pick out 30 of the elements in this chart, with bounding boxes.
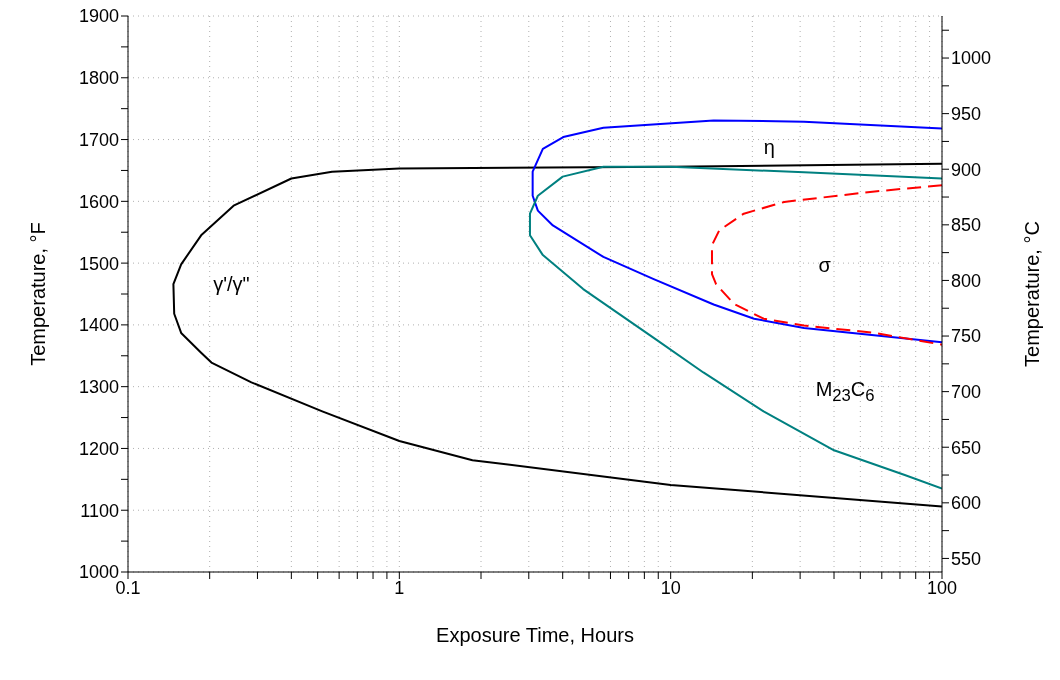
y-tick-label: 1800 bbox=[78, 68, 119, 89]
x-tick-label: 100 bbox=[926, 577, 958, 598]
y-tick-label: 1100 bbox=[80, 500, 119, 521]
y2-tick-label: 650 bbox=[951, 437, 982, 458]
y2-tick-label: 950 bbox=[951, 104, 982, 125]
y2-tick-label: 900 bbox=[951, 159, 982, 180]
y2-tick-label: 800 bbox=[951, 270, 982, 291]
annotation: γ'/γ" bbox=[213, 272, 250, 295]
annotation: η bbox=[763, 136, 775, 159]
y2-tick-label: 700 bbox=[951, 382, 982, 403]
y2-axis-title: Temperature, °C bbox=[1021, 221, 1044, 367]
annotation: σ bbox=[818, 253, 831, 276]
x-tick-label: 1 bbox=[394, 577, 405, 598]
x-tick-label: 10 bbox=[660, 577, 681, 598]
y2-tick-label: 600 bbox=[951, 493, 982, 514]
x-axis-title: Exposure Time, Hours bbox=[436, 624, 634, 646]
y-tick-label: 1200 bbox=[78, 438, 119, 459]
y-tick-label: 1400 bbox=[78, 315, 119, 336]
y-tick-label: 1500 bbox=[78, 253, 119, 274]
y-axis-title: Temperature, °F bbox=[27, 222, 50, 366]
x-tick-label: 0.1 bbox=[115, 577, 141, 598]
y2-tick-label: 750 bbox=[951, 326, 982, 347]
annotation: M$_{23}$C$_{6}$ bbox=[815, 378, 875, 406]
y-tick-label: 1300 bbox=[78, 377, 119, 398]
y-tick-label: 1600 bbox=[78, 191, 119, 212]
y-tick-label: 1700 bbox=[78, 129, 119, 150]
y-tick-label: 1900 bbox=[78, 6, 119, 27]
y2-tick-label: 850 bbox=[951, 215, 982, 236]
y2-tick-label: 1000 bbox=[951, 48, 992, 69]
y2-tick-label: 550 bbox=[951, 548, 982, 569]
